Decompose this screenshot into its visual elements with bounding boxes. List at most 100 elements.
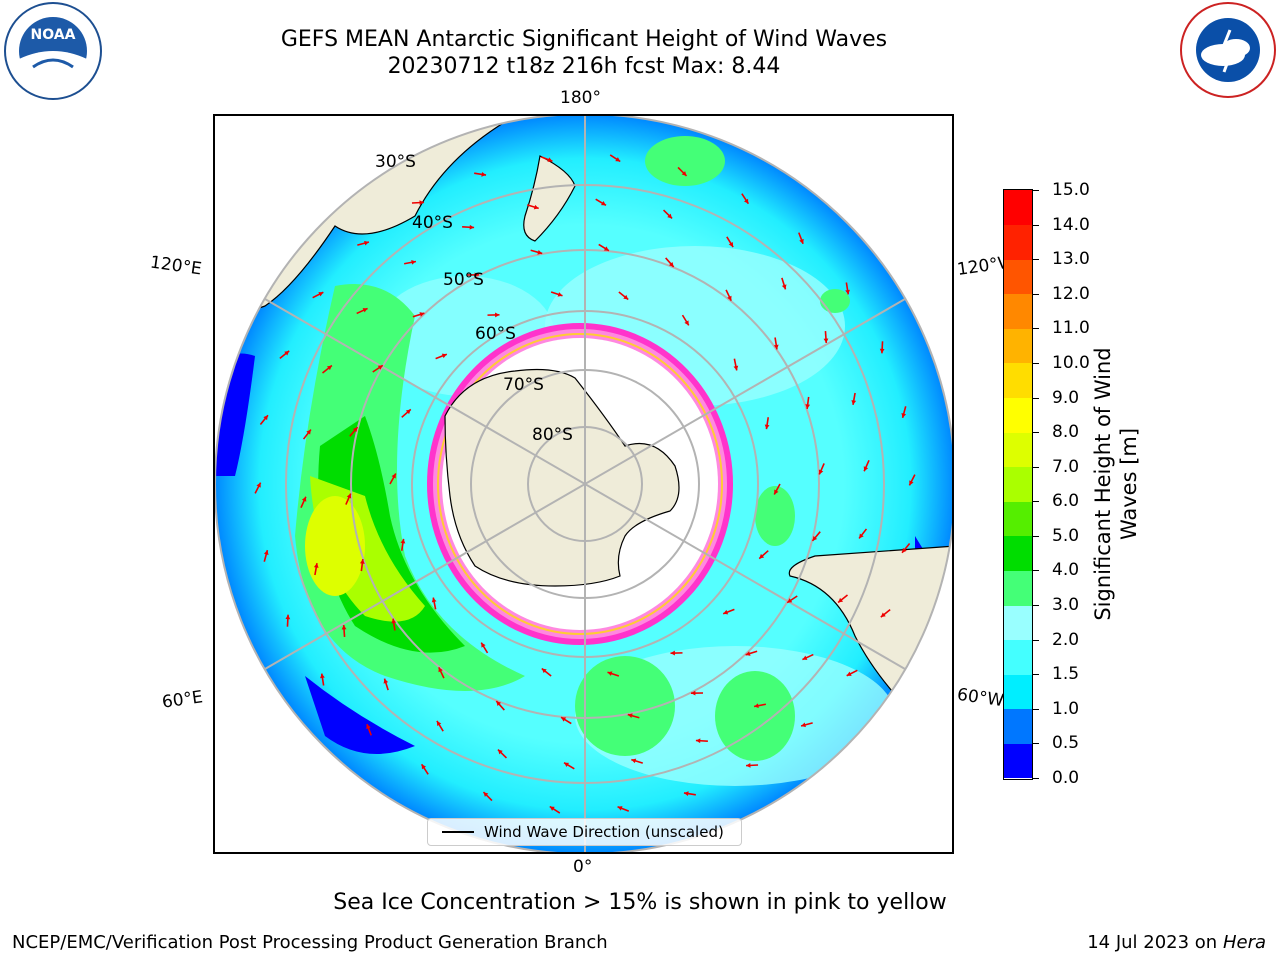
colorbar-segment	[1004, 293, 1032, 329]
colorbar-tick-label: 10.0	[1052, 352, 1090, 373]
lat-label-70s: 70°S	[503, 375, 544, 395]
wind-arrow-head	[391, 618, 397, 624]
wind-arrow-head	[812, 535, 818, 541]
wind-arrow-head	[802, 655, 808, 660]
wind-arrow-head	[313, 563, 319, 568]
legend-label: Wind Wave Direction (unscaled)	[484, 823, 724, 841]
wind-arrow-head	[284, 350, 290, 356]
wind-arrow-head	[301, 496, 307, 502]
wind-arrow-head	[681, 171, 687, 176]
footer-date: 14 Jul 2023 on Hera	[1087, 932, 1266, 953]
colorbar-segment	[1004, 605, 1032, 641]
colorbar-tick-mark	[1033, 432, 1039, 434]
wind-arrow-head	[759, 553, 765, 559]
colorbar-tick-label: 1.5	[1052, 664, 1080, 685]
lon-label-0: 0°	[573, 857, 593, 877]
wind-arrow-head	[902, 547, 907, 553]
colorbar-segment	[1004, 190, 1032, 226]
colorbar-tick-mark	[1033, 190, 1039, 191]
wind-arrow-head	[419, 312, 425, 317]
wind-arrow-head	[377, 365, 383, 370]
wind-arrow-head	[695, 738, 701, 744]
wind-arrow-head	[631, 758, 637, 764]
graticule	[215, 116, 952, 852]
wind-arrow-head	[405, 409, 411, 415]
wind-arrow-head	[879, 348, 885, 354]
footer-date-text: 14 Jul 2023 on	[1087, 932, 1223, 953]
colorbar-tick-mark	[1033, 328, 1039, 330]
wind-arrow-head	[474, 272, 479, 278]
colorbar-segment	[1004, 674, 1032, 710]
colorbar-label: Significant Height of Wind Waves [m]	[1090, 347, 1142, 620]
wind-arrow-head	[318, 292, 324, 297]
colorbar-tick-label: 2.0	[1052, 629, 1080, 650]
wind-arrow-head	[496, 701, 502, 706]
wind-arrow-head	[411, 259, 416, 265]
colorbar-tick-label: 14.0	[1052, 214, 1090, 235]
wind-arrow-head	[623, 294, 629, 300]
wind-arrow-head	[441, 353, 447, 359]
lon-label-60w: 60°W	[955, 684, 1006, 712]
wind-arrow-head	[818, 469, 824, 475]
sea-ice-note: Sea Ice Concentration > 15% is shown in …	[333, 890, 947, 915]
wind-arrow-head	[320, 673, 325, 679]
colorbar-tick-mark	[1033, 224, 1039, 226]
colorbar-segment	[1004, 328, 1032, 364]
wind-arrow-head	[564, 762, 570, 767]
lat-label-50s: 50°S	[443, 270, 484, 290]
colorbar-tick-label: 6.0	[1052, 491, 1080, 512]
colorbar-segment	[1004, 362, 1032, 399]
wind-arrow-head	[901, 413, 907, 418]
colorbar-tick-label: 13.0	[1052, 249, 1090, 270]
colorbar-tick-label: 8.0	[1052, 422, 1080, 443]
wind-arrow-head	[600, 201, 606, 206]
colorbar-tick-mark	[1033, 397, 1039, 399]
wind-arrow-head	[728, 242, 734, 248]
colorbar-segment	[1004, 466, 1032, 502]
colorbar-segment	[1004, 743, 1032, 779]
wind-arrow-head	[497, 749, 503, 755]
wind-arrow-head	[366, 724, 371, 730]
colorbar-tick-mark	[1033, 708, 1039, 710]
svg-text:NOAA: NOAA	[31, 27, 76, 43]
wind-arrow-head	[859, 533, 864, 539]
wind-arrow-head	[400, 538, 406, 544]
colorbar-segment	[1004, 501, 1032, 537]
lat-label-60s: 60°S	[475, 324, 516, 344]
legend-line-swatch	[442, 831, 474, 833]
wind-arrow-head	[823, 338, 829, 343]
colorbar-label-line1: Significant Height of Wind	[1091, 347, 1115, 621]
colorbar-tick-label: 12.0	[1052, 283, 1090, 304]
map-legend: Wind Wave Direction (unscaled)	[427, 818, 742, 846]
wind-arrow-head	[746, 763, 751, 768]
colorbar-tick-mark	[1033, 570, 1039, 572]
wind-arrow-head	[383, 678, 389, 684]
colorbar-tick-label: 15.0	[1052, 180, 1090, 200]
wind-arrow-head	[359, 559, 365, 564]
lon-label-180: 180°	[560, 88, 601, 108]
wind-arrow-head	[533, 204, 539, 210]
chart-title: GEFS MEAN Antarctic Significant Height o…	[280, 27, 888, 52]
wind-arrow-head	[617, 806, 623, 811]
wind-arrow-head	[483, 792, 489, 797]
colorbar-tick-label: 0.5	[1052, 733, 1080, 754]
wind-arrow-head	[723, 609, 729, 615]
wind-arrow-head	[838, 597, 844, 603]
wind-arrow-head	[263, 550, 269, 555]
wind-arrow-head	[438, 667, 443, 673]
nws-logo	[1180, 2, 1276, 98]
lon-label-120e: 120°E	[148, 252, 203, 280]
wind-arrow-head	[537, 249, 543, 255]
colorbar-tick-label: 1.0	[1052, 698, 1080, 719]
wind-arrow-head	[727, 295, 732, 301]
colorbar-segment	[1004, 432, 1032, 468]
wind-arrow-head	[346, 493, 352, 499]
map-area	[213, 114, 954, 854]
colorbar-segment	[1004, 639, 1032, 675]
wind-arrow-head	[362, 308, 368, 313]
colorbar-tick-mark	[1033, 466, 1039, 468]
wind-arrow-head	[421, 764, 427, 770]
colorbar-tick-label: 4.0	[1052, 560, 1080, 581]
wind-arrow-head	[431, 597, 437, 603]
wind-arrow-head	[469, 224, 475, 230]
